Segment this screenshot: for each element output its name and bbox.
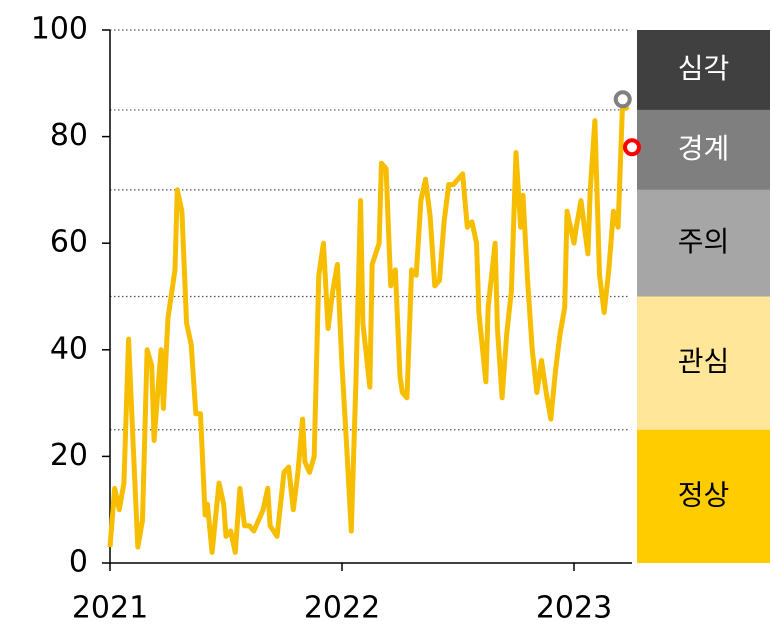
y-tick-label: 100 xyxy=(31,12,88,47)
line xyxy=(107,96,630,555)
band xyxy=(637,296,770,430)
marker xyxy=(613,90,632,109)
x-tick-label: 2022 xyxy=(304,591,380,626)
marker xyxy=(623,138,641,157)
x-tick-label: 2023 xyxy=(536,591,612,626)
band xyxy=(637,30,770,110)
y-tick-label: 20 xyxy=(50,438,88,473)
band-label: 관심 xyxy=(678,345,730,378)
band xyxy=(637,189,770,297)
x-tick-label: 2021 xyxy=(72,591,148,626)
y-tick-label: 60 xyxy=(50,225,88,260)
band xyxy=(637,109,770,190)
y-tick-label: 80 xyxy=(50,118,88,153)
band-label: 주의 xyxy=(678,225,730,258)
band-label: 심각 xyxy=(678,52,730,85)
y-tick-label: 40 xyxy=(50,331,88,366)
y-tick-label: 0 xyxy=(69,545,88,580)
band xyxy=(637,429,770,563)
band-label: 정상 xyxy=(678,478,730,511)
band-label: 경계 xyxy=(678,132,730,165)
